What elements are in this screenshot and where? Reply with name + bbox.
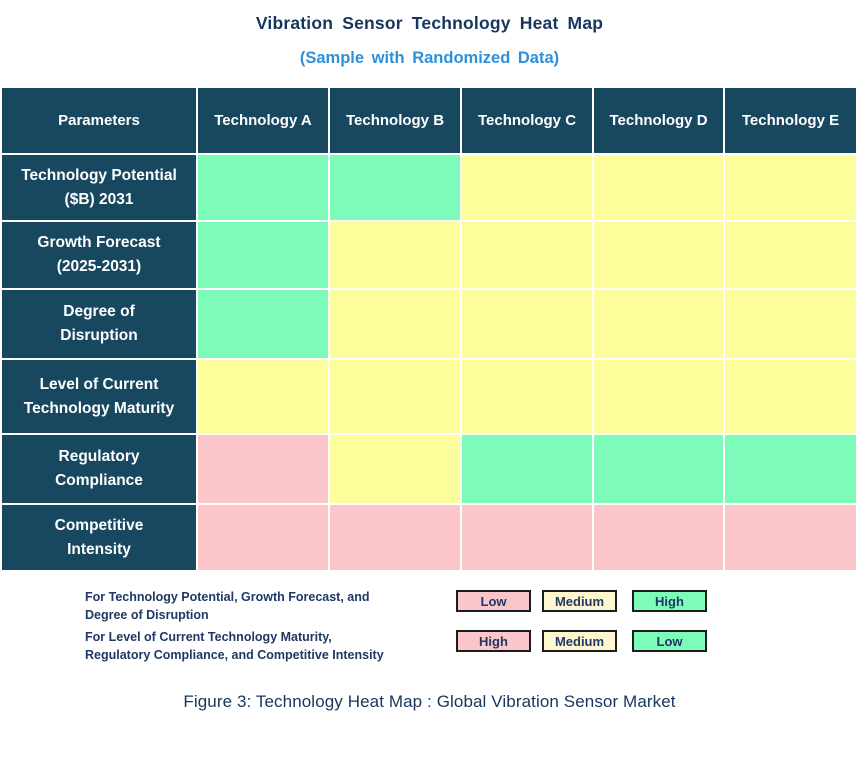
row-label: Competitive Intensity <box>2 505 196 570</box>
legend-text: For Level of Current Technology Maturity… <box>85 630 384 663</box>
heatmap-cell-yellow <box>462 222 592 288</box>
heatmap-cell-yellow <box>725 155 856 220</box>
heatmap-cell-yellow <box>594 222 723 288</box>
heatmap-cell-yellow <box>725 360 856 433</box>
heatmap-cell-pink <box>198 505 328 570</box>
heatmap-cell-yellow <box>462 360 592 433</box>
heatmap-table: Parameters Technology A Technology B Techno… <box>2 88 856 570</box>
legend-box-medium: Medium <box>542 630 617 652</box>
heatmap-cell-pink <box>594 505 723 570</box>
page-title: Vibration Sensor Technology Heat Map <box>255 13 604 33</box>
legend-text: For Technology Potential, Growth Forecas… <box>85 590 370 623</box>
legend-box-high: High <box>456 630 531 652</box>
legend-row: For Technology Potential, Growth Forecas… <box>85 588 707 624</box>
heatmap-cell-yellow <box>725 222 856 288</box>
heatmap-cell-pink <box>462 505 592 570</box>
heatmap-cell-yellow <box>330 360 460 433</box>
heatmap-cell-green <box>462 435 592 503</box>
page-subtitle: (Sample with Randomized Data) <box>299 49 560 67</box>
heatmap-cell-yellow <box>725 290 856 358</box>
legend-boxes: High Medium Low <box>456 630 707 652</box>
heatmap-cell-green <box>330 155 460 220</box>
heatmap-cell-green <box>198 290 328 358</box>
heatmap-cell-pink <box>330 505 460 570</box>
heatmap-cell-green <box>594 435 723 503</box>
heatmap-cell-green <box>725 435 856 503</box>
heatmap-cell-yellow <box>198 360 328 433</box>
legend-box-low: Low <box>456 590 531 612</box>
heatmap-cell-green <box>198 222 328 288</box>
heatmap-cell-pink <box>725 505 856 570</box>
heatmap-cell-yellow <box>462 155 592 220</box>
heatmap-cell-yellow <box>594 155 723 220</box>
row-label: Regulatory Compliance <box>2 435 196 503</box>
row-label: Level of Current Technology Maturity <box>2 360 196 433</box>
figure-caption: Figure 3: Technology Heat Map : Global V… <box>183 692 676 711</box>
heatmap-cell-yellow <box>594 290 723 358</box>
legend-boxes: Low Medium High <box>456 590 707 612</box>
column-header-technology-b: Technology B <box>330 88 460 153</box>
legend-row: For Level of Current Technology Maturity… <box>85 628 707 664</box>
heatmap-cell-pink <box>198 435 328 503</box>
row-label: Growth Forecast (2025-2031) <box>2 222 196 288</box>
heatmap-cell-yellow <box>330 290 460 358</box>
row-label: Technology Potential ($B) 2031 <box>2 155 196 220</box>
column-header-technology-c: Technology C <box>462 88 592 153</box>
legend-box-high: High <box>632 590 707 612</box>
heatmap-cell-green <box>198 155 328 220</box>
legend-box-low: Low <box>632 630 707 652</box>
column-header-technology-a: Technology A <box>198 88 328 153</box>
row-label: Degree of Disruption <box>2 290 196 358</box>
heatmap-cell-yellow <box>594 360 723 433</box>
legend-box-medium: Medium <box>542 590 617 612</box>
heatmap-cell-yellow <box>462 290 592 358</box>
column-header-technology-e: Technology E <box>725 88 856 153</box>
column-header-technology-d: Technology D <box>594 88 723 153</box>
column-header-parameters: Parameters <box>2 88 196 153</box>
heatmap-cell-yellow <box>330 435 460 503</box>
heatmap-cell-yellow <box>330 222 460 288</box>
